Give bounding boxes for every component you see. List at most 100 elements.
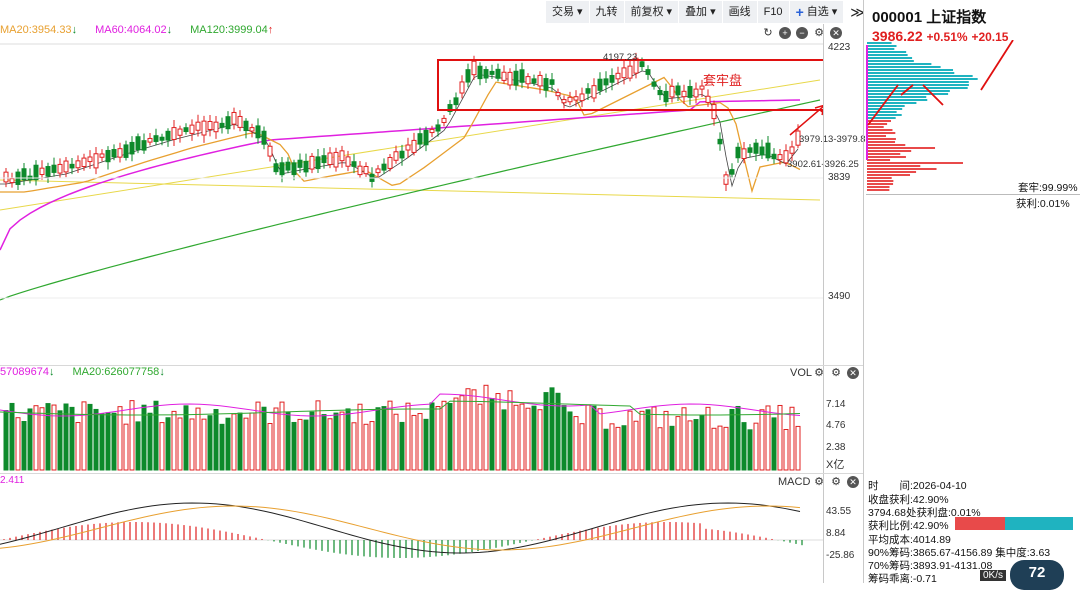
- stock-title: 000001 上证指数: [872, 9, 987, 26]
- candle: [75, 160, 81, 169]
- candle: [747, 147, 753, 153]
- chip-bar: [867, 93, 949, 95]
- candle: [687, 86, 693, 98]
- watchlist-button[interactable]: + 自选 ▾: [789, 1, 844, 23]
- draw-line-button[interactable]: 画线: [722, 1, 757, 23]
- chip-bar: [867, 156, 906, 158]
- candle: [225, 116, 231, 130]
- settings-icon[interactable]: ⚙: [831, 476, 841, 488]
- volume-bar: [603, 428, 609, 471]
- nine-turn-button[interactable]: 九转: [589, 1, 624, 23]
- stock-price: 3986.22 +0.51% +20.15: [872, 28, 1009, 44]
- candle: [555, 92, 561, 97]
- minus-circle-icon[interactable]: −: [796, 27, 808, 39]
- profit-ratio: 获利:0.01%: [1016, 198, 1070, 210]
- settings-icon[interactable]: ⚙: [814, 476, 824, 488]
- candle: [219, 122, 225, 128]
- chip-bar: [867, 75, 973, 77]
- plus-circle-icon[interactable]: +: [779, 27, 791, 39]
- chip-bar: [867, 57, 913, 59]
- candle: [567, 96, 573, 103]
- candle: [39, 167, 45, 176]
- settings-icon[interactable]: ⚙: [814, 367, 824, 379]
- candle: [753, 142, 759, 154]
- volume-bar: [441, 400, 447, 471]
- candle: [51, 164, 57, 173]
- chip-bar: [867, 96, 927, 98]
- chip-distribution-chart: [866, 40, 1014, 191]
- volume-bar: [627, 410, 633, 471]
- chip-bar: [867, 72, 955, 74]
- volume-bar: [255, 401, 261, 471]
- candle: [573, 96, 579, 101]
- volume-bar: [759, 409, 765, 471]
- volume-chart[interactable]: [0, 378, 823, 473]
- candle: [717, 138, 723, 145]
- trade-button[interactable]: 交易 ▾: [546, 1, 589, 23]
- refresh-icon[interactable]: ↻: [763, 27, 773, 39]
- volume-bar: [135, 421, 141, 471]
- f10-button[interactable]: F10: [757, 1, 789, 23]
- chip-bar: [867, 66, 941, 68]
- candle: [489, 70, 495, 75]
- trapped-ratio: 套牢:99.99%: [1018, 182, 1078, 194]
- ma-legend: MA20:3954.33↓ MA60:4064.02↓ MA120:3999.0…: [0, 24, 273, 40]
- macd-axis-c: -25.86: [826, 550, 855, 561]
- volume-bar: [507, 390, 513, 471]
- volume-bar: [345, 408, 351, 471]
- candle: [501, 71, 507, 81]
- volume-bar: [693, 419, 699, 471]
- settings-icon[interactable]: ⚙: [831, 367, 841, 379]
- overlay-button[interactable]: 叠加 ▾: [679, 1, 722, 23]
- volume-bar: [321, 414, 327, 471]
- chip-bar: [867, 180, 894, 182]
- vol-axis-a: 7.14: [826, 399, 846, 410]
- pre-adjust-button[interactable]: 前复权 ▾: [624, 1, 679, 23]
- volume-bar: [267, 423, 273, 471]
- volume-bar: [351, 422, 357, 471]
- volume-bar: [615, 426, 621, 471]
- volume-bar: [39, 407, 45, 471]
- expand-button[interactable]: ≫: [850, 4, 865, 20]
- volume-bar: [369, 421, 375, 471]
- chip-bar: [867, 135, 886, 137]
- chip-bar: [867, 123, 888, 125]
- kline-chart[interactable]: [0, 40, 823, 365]
- vol-ma20-line: [0, 400, 801, 416]
- chip-bar: [867, 186, 890, 188]
- candle: [519, 69, 525, 83]
- volume-bar: [273, 407, 279, 471]
- candle: [795, 130, 801, 146]
- candle: [531, 78, 537, 84]
- chip-bar: [867, 42, 892, 44]
- avg-cost-marker: [866, 45, 868, 160]
- volume-bar: [129, 400, 135, 471]
- candle: [165, 130, 171, 141]
- close-icon[interactable]: ✕: [830, 27, 842, 39]
- volume-bar: [729, 408, 735, 471]
- candle: [621, 67, 627, 79]
- chip-bar: [867, 168, 937, 170]
- settings-icon[interactable]: ⚙: [814, 27, 824, 39]
- volume-bar: [555, 392, 561, 471]
- arrow: [867, 40, 1014, 126]
- chip-90: 90%筹码:3865.67-4156.89 集中度:3.63: [868, 547, 1051, 559]
- volume-bar: [777, 404, 783, 471]
- close-icon[interactable]: ✕: [847, 476, 859, 488]
- volume-bar: [513, 404, 519, 471]
- close-icon[interactable]: ✕: [847, 367, 859, 379]
- volume-bar: [495, 393, 501, 471]
- volume-bar: [621, 425, 627, 471]
- volume-bar: [243, 417, 249, 471]
- volume-bar: [519, 403, 525, 471]
- candle: [21, 168, 27, 181]
- volume-bar: [3, 410, 9, 471]
- candle: [579, 93, 585, 102]
- macd-chart[interactable]: [0, 488, 823, 583]
- candle: [201, 120, 207, 136]
- candle: [327, 152, 333, 166]
- volume-bar: [669, 425, 675, 471]
- axis-divider: [823, 24, 824, 583]
- chip-bar: [867, 54, 908, 56]
- candle: [387, 156, 393, 169]
